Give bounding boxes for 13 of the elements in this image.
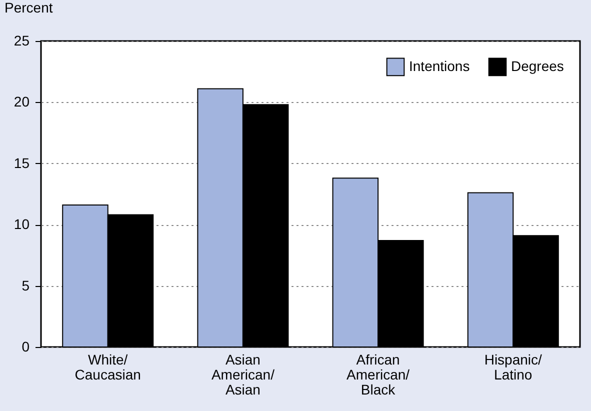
y-tick-label: 10 bbox=[14, 216, 30, 232]
x-tick-label: Asian American/Asian bbox=[211, 352, 275, 398]
x-tick-label: Hispanic/Latino bbox=[484, 352, 542, 382]
y-tick-label: 25 bbox=[14, 32, 30, 48]
y-tick-label: 15 bbox=[14, 154, 30, 171]
y-tick-label: 0 bbox=[22, 338, 30, 354]
y-tick-label: 20 bbox=[14, 94, 30, 110]
legend-label: Intentions bbox=[409, 58, 470, 74]
legend-label: Degrees bbox=[511, 58, 564, 74]
y-axis-title: Percent bbox=[4, 0, 53, 16]
x-tick-label: African American/Black bbox=[346, 352, 410, 398]
x-tick-label: White/Caucasian bbox=[74, 352, 141, 382]
y-tick-label: 5 bbox=[22, 277, 30, 294]
